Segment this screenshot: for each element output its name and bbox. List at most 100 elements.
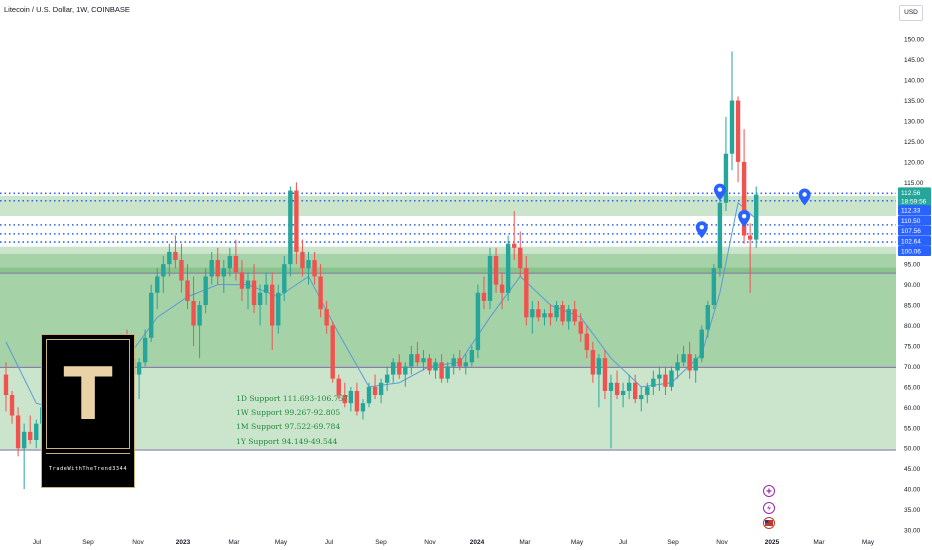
badge-bg [898,195,931,206]
candle-body [155,276,160,293]
candle [330,321,335,383]
price-tick-label: 135.00 [904,98,924,105]
candle-body [657,374,662,379]
candle [324,300,329,334]
candle [445,362,450,383]
candle [747,223,753,293]
candle [257,284,263,326]
candle-body [554,305,559,318]
candle-body [251,280,257,306]
time-tick-label: Mar [813,539,825,546]
candle-body [681,354,686,363]
candle [403,362,408,387]
candle-body [15,415,21,449]
badge-label: 18:59:56 [901,198,927,205]
candle [663,366,668,396]
price-tick-label: 40.00 [904,487,921,494]
price-tick-label: 125.00 [904,139,924,146]
candle-body [572,309,577,322]
marker-pin-icon [695,221,708,239]
logo-caption: TradeWithTheTrend3344 [46,453,130,484]
candle-body [397,362,402,375]
time-tick-label: May [571,539,584,546]
candle-body [445,366,450,379]
time-tick-label: Mar [228,539,240,546]
price-tick-label: 55.00 [904,425,921,432]
candle-body [136,362,142,375]
candle [505,235,511,301]
candle-body [21,431,27,449]
candle-body [415,354,420,363]
markers [695,183,811,239]
candle [542,309,547,326]
event-marker-1[interactable] [798,188,811,206]
lightning-icon[interactable] [763,502,775,514]
candle [620,382,626,408]
candle [167,243,172,277]
flag-canton [765,520,769,523]
candle [263,272,269,306]
candle [34,419,39,449]
candle-body [651,378,656,387]
candle [735,96,741,183]
price-tick-label: 65.00 [904,384,921,391]
time-tick-label: Mar [519,539,531,546]
candle [493,247,499,293]
event-marker-2[interactable] [738,210,751,228]
candle-body [161,264,166,277]
candle-body [384,374,390,383]
price-tick-label: 145.00 [904,57,924,64]
marker-pin-icon [738,210,751,228]
candle [300,239,305,277]
price-tick-label: 115.00 [904,180,924,187]
candle [142,329,148,367]
candle-body [566,309,571,322]
candle [312,251,317,285]
candle-body [354,390,360,412]
candle [518,231,523,277]
candle-body [711,268,717,306]
candle [282,255,287,301]
candle [608,374,614,449]
candle-body [191,300,196,326]
candle [524,255,529,326]
candle [306,251,311,285]
brand-logo: T TradeWithTheTrend3344 [41,334,135,488]
candle [475,284,481,359]
candle [276,284,281,334]
candle [161,255,166,293]
candle [681,345,686,367]
candle [754,186,759,248]
candle [3,362,9,412]
candle-body [747,235,753,240]
candle [548,305,553,326]
price-tick-label: 90.00 [904,282,921,289]
currency-selector[interactable]: USD [899,5,923,21]
candle [572,300,577,326]
candle-body [263,284,269,293]
event-marker-3[interactable] [695,221,708,239]
event-marker-0[interactable] [713,183,726,201]
candle-body [330,325,335,379]
candle-body [614,382,620,396]
candle [451,354,456,375]
candle-body [233,255,239,273]
time-tick-label: 2024 [470,539,485,546]
candle [711,264,717,310]
candle-body [693,358,698,371]
candle [499,272,505,310]
time-tick-label: Jul [33,539,42,546]
candle [457,350,462,371]
time-tick-label: Nov [132,539,144,546]
candle-body [270,284,275,326]
badge-bg [898,205,931,216]
price-tick-label: 60.00 [904,405,921,412]
candle [21,423,27,490]
candle-body [633,382,638,400]
us-flag-icon[interactable] [763,517,775,529]
plus-circle-icon[interactable] [763,485,775,497]
candle [203,268,208,314]
price-tick-label: 70.00 [904,364,921,371]
candle-body [3,374,9,396]
